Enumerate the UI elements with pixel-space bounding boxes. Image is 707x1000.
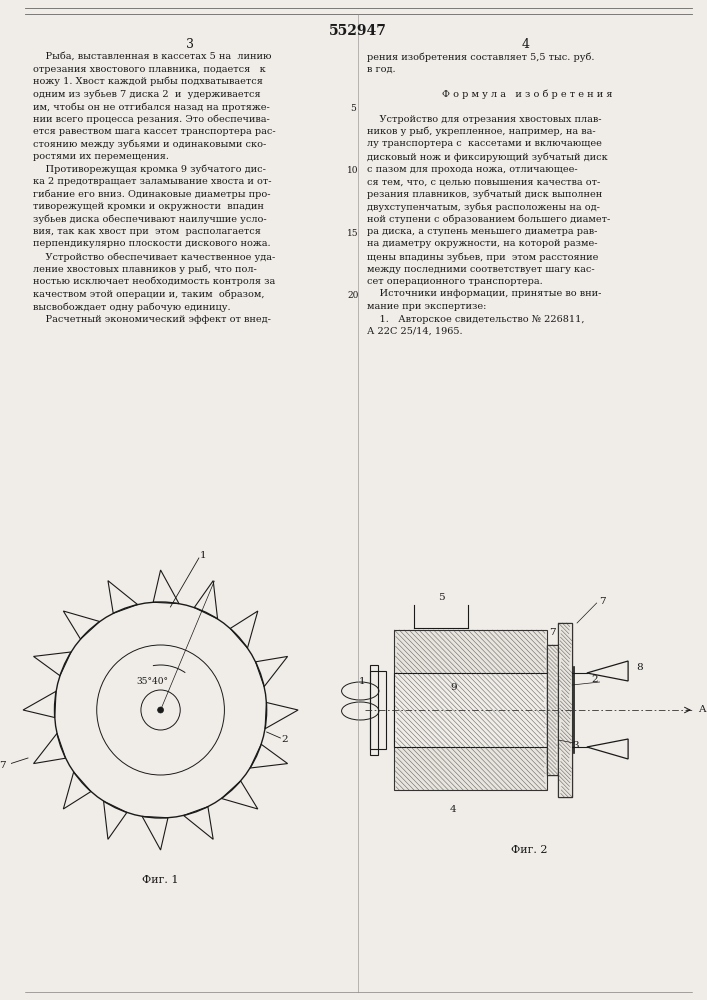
Text: 1: 1 xyxy=(358,678,366,686)
Text: Противорежущая кромка 9 зубчатого дис-: Противорежущая кромка 9 зубчатого дис- xyxy=(33,164,266,174)
Text: A: A xyxy=(698,706,706,714)
Bar xyxy=(370,671,387,749)
Text: лу транспортера с  кассетами и включающее: лу транспортера с кассетами и включающее xyxy=(367,139,602,148)
Text: между последними соответствует шагу кас-: между последними соответствует шагу кас- xyxy=(367,264,595,273)
Text: ся тем, что, с целью повышения качества от-: ся тем, что, с целью повышения качества … xyxy=(367,177,600,186)
Text: Расчетный экономический эффект от внед-: Расчетный экономический эффект от внед- xyxy=(33,314,271,324)
Text: Фиг. 1: Фиг. 1 xyxy=(142,875,179,885)
Text: А 22С 25/14, 1965.: А 22С 25/14, 1965. xyxy=(367,327,462,336)
Text: 3: 3 xyxy=(186,38,194,51)
Text: ножу 1. Хвост каждой рыбы подхватывается: ножу 1. Хвост каждой рыбы подхватывается xyxy=(33,77,263,87)
Bar xyxy=(547,645,559,775)
Text: мание при экспертизе:: мание при экспертизе: xyxy=(367,302,486,311)
Text: ка 2 предотвращает заламывание хвоста и от-: ка 2 предотвращает заламывание хвоста и … xyxy=(33,177,271,186)
Text: сет операционного транспортера.: сет операционного транспортера. xyxy=(367,277,542,286)
Text: 3: 3 xyxy=(573,740,579,750)
Text: зубьев диска обеспечивают наилучшие усло-: зубьев диска обеспечивают наилучшие усло… xyxy=(33,215,267,224)
Text: рения изобретения составляет 5,5 тыс. руб.: рения изобретения составляет 5,5 тыс. ру… xyxy=(367,52,595,62)
Text: Устройство для отрезания хвостовых плав-: Устройство для отрезания хвостовых плав- xyxy=(367,114,602,123)
Text: 5: 5 xyxy=(350,104,356,113)
Text: перпендикулярно плоскости дискового ножа.: перпендикулярно плоскости дискового ножа… xyxy=(33,239,271,248)
Text: 20: 20 xyxy=(347,291,358,300)
Bar xyxy=(559,623,572,797)
Text: с пазом для прохода ножа, отличающее-: с пазом для прохода ножа, отличающее- xyxy=(367,164,578,174)
Text: Источники информации, принятые во вни-: Источники информации, принятые во вни- xyxy=(367,290,601,298)
Ellipse shape xyxy=(341,702,379,720)
Text: им, чтобы он не отгибался назад на протяже-: им, чтобы он не отгибался назад на протя… xyxy=(33,102,269,111)
Text: двухступенчатым, зубья расположены на од-: двухступенчатым, зубья расположены на од… xyxy=(367,202,600,212)
Text: 4: 4 xyxy=(522,38,530,51)
Text: гибание его вниз. Одинаковые диаметры про-: гибание его вниз. Одинаковые диаметры пр… xyxy=(33,190,270,199)
Text: Устройство обеспечивает качественное уда-: Устройство обеспечивает качественное уда… xyxy=(33,252,275,261)
Text: 552947: 552947 xyxy=(329,24,387,38)
Text: дисковый нож и фиксирующий зубчатый диск: дисковый нож и фиксирующий зубчатый диск xyxy=(367,152,607,161)
Text: тиворежущей кромки и окружности  впадин: тиворежущей кромки и окружности впадин xyxy=(33,202,264,211)
Text: ростями их перемещения.: ростями их перемещения. xyxy=(33,152,169,161)
Text: 4: 4 xyxy=(450,805,457,814)
Text: 7: 7 xyxy=(599,596,605,605)
Text: щены впадины зубьев, при  этом расстояние: щены впадины зубьев, при этом расстояние xyxy=(367,252,598,261)
Text: Фиг. 2: Фиг. 2 xyxy=(511,845,548,855)
Text: 10: 10 xyxy=(347,166,359,175)
Text: 15: 15 xyxy=(347,229,359,238)
Text: стоянию между зубьями и одинаковыми ско-: стоянию между зубьями и одинаковыми ско- xyxy=(33,139,266,149)
Text: Рыба, выставленная в кассетах 5 на  линию: Рыба, выставленная в кассетах 5 на линию xyxy=(33,52,271,61)
Text: 35°40°: 35°40° xyxy=(136,678,169,686)
Bar xyxy=(559,623,572,797)
Text: 5: 5 xyxy=(438,593,444,602)
Text: ной ступени с образованием большего диамет-: ной ступени с образованием большего диам… xyxy=(367,215,610,224)
Text: ников у рыб, укрепленное, например, на ва-: ников у рыб, укрепленное, например, на в… xyxy=(367,127,595,136)
Text: ление хвостовых плавников у рыб, что пол-: ление хвостовых плавников у рыб, что пол… xyxy=(33,264,257,274)
Text: резания плавников, зубчатый диск выполнен: резания плавников, зубчатый диск выполне… xyxy=(367,190,602,199)
Text: 8: 8 xyxy=(636,662,643,672)
Text: качеством этой операции и, таким  образом,: качеством этой операции и, таким образом… xyxy=(33,290,264,299)
Text: Ф о р м у л а   и з о б р е т е н и я: Ф о р м у л а и з о б р е т е н и я xyxy=(442,90,612,99)
Bar xyxy=(547,645,559,775)
Text: на диаметру окружности, на которой разме-: на диаметру окружности, на которой разме… xyxy=(367,239,597,248)
Text: в год.: в год. xyxy=(367,64,395,74)
Bar xyxy=(370,665,378,755)
Text: 7: 7 xyxy=(549,628,556,637)
Circle shape xyxy=(158,707,163,713)
Text: 1: 1 xyxy=(200,552,206,560)
Text: вия, так как хвост при  этом  располагается: вия, так как хвост при этом располагаетс… xyxy=(33,227,261,236)
Text: отрезания хвостового плавника, подается   к: отрезания хвостового плавника, подается … xyxy=(33,64,266,74)
Text: 2: 2 xyxy=(281,736,288,744)
Ellipse shape xyxy=(341,682,379,700)
Bar xyxy=(395,630,547,790)
Bar xyxy=(395,673,547,747)
Text: 2: 2 xyxy=(591,676,598,684)
Text: 1.   Авторское свидетельство № 226811,: 1. Авторское свидетельство № 226811, xyxy=(367,314,585,324)
Text: нии всего процесса резания. Это обеспечива-: нии всего процесса резания. Это обеспечи… xyxy=(33,114,269,124)
Text: ется равеством шага кассет транспортера рас-: ется равеством шага кассет транспортера … xyxy=(33,127,276,136)
Text: 7: 7 xyxy=(0,760,6,770)
Text: одним из зубьев 7 диска 2  и  удерживается: одним из зубьев 7 диска 2 и удерживается xyxy=(33,90,260,99)
Text: высвобождает одну рабочую единицу.: высвобождает одну рабочую единицу. xyxy=(33,302,230,312)
Text: 9: 9 xyxy=(450,684,457,692)
Text: ностью исключает необходимость контроля за: ностью исключает необходимость контроля … xyxy=(33,277,275,286)
Text: ра диска, а ступень меньшего диаметра рав-: ра диска, а ступень меньшего диаметра ра… xyxy=(367,227,597,236)
